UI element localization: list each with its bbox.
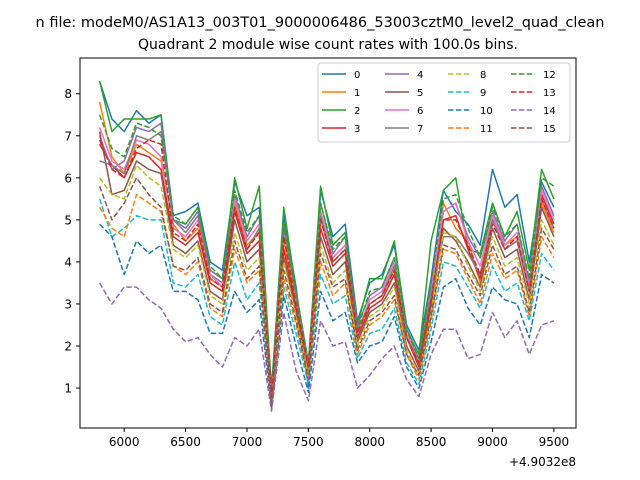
series-line-12: [98, 114, 555, 394]
x-axis: 6000 6500 7000 7500 8000 8500 9000 9500: [109, 428, 569, 449]
y-tick-label-5: 5: [64, 213, 72, 227]
series-line-5: [98, 131, 555, 402]
legend-label-9: 9: [480, 88, 486, 99]
legend-label-1: 1: [354, 88, 360, 99]
legend-label-0: 0: [354, 70, 360, 81]
series-line-14: [98, 282, 555, 412]
x-tick-label-7000: 7000: [232, 435, 263, 449]
y-tick-label-6: 6: [64, 171, 72, 185]
series-line-6: [98, 127, 555, 398]
y-tick-label-3: 3: [64, 297, 72, 311]
x-tick-label-6000: 6000: [109, 435, 140, 449]
y-tick-label-1: 1: [64, 382, 72, 396]
legend-label-5: 5: [417, 88, 423, 99]
legend-label-4: 4: [417, 70, 423, 81]
y-tick-label-4: 4: [64, 255, 72, 269]
x-tick-label-9000: 9000: [477, 435, 508, 449]
legend-label-14: 14: [543, 106, 556, 117]
x-tick-label-8000: 8000: [354, 435, 385, 449]
legend-label-2: 2: [354, 106, 360, 117]
legend-label-6: 6: [417, 106, 423, 117]
x-tick-label-9500: 9500: [539, 435, 570, 449]
x-tick-label-6500: 6500: [170, 435, 201, 449]
legend-label-12: 12: [543, 70, 556, 81]
series-line-3: [98, 143, 555, 398]
y-tick-label-7: 7: [64, 129, 72, 143]
legend-label-13: 13: [543, 88, 556, 99]
legend-label-7: 7: [417, 124, 423, 135]
series-line-15: [98, 177, 555, 406]
x-offset-label: +4.9032e8: [509, 455, 576, 469]
figure-suptitle: n file: modeM0/AS1A13_003T01_9000006486_…: [36, 15, 605, 31]
legend-label-10: 10: [480, 106, 493, 117]
series-line-9: [98, 198, 555, 406]
legend-label-3: 3: [354, 124, 360, 135]
legend-label-8: 8: [480, 70, 486, 81]
series-line-13: [98, 139, 555, 398]
series-line-10: [99, 223, 555, 410]
x-tick-label-8500: 8500: [416, 435, 447, 449]
legend-label-11: 11: [480, 124, 493, 135]
y-axis: 1 2 3 4 5 6 7 8: [64, 87, 80, 396]
chart-title: Quadrant 2 module wise count rates with …: [138, 37, 518, 53]
axes-frame: [79, 57, 577, 429]
legend-label-15: 15: [543, 124, 556, 135]
series-line-8: [98, 164, 555, 402]
y-tick-label-2: 2: [64, 340, 72, 354]
x-tick-label-7500: 7500: [293, 435, 324, 449]
series-layer: [98, 80, 555, 412]
legend-frame: [317, 62, 571, 143]
y-tick-label-8: 8: [64, 87, 72, 101]
